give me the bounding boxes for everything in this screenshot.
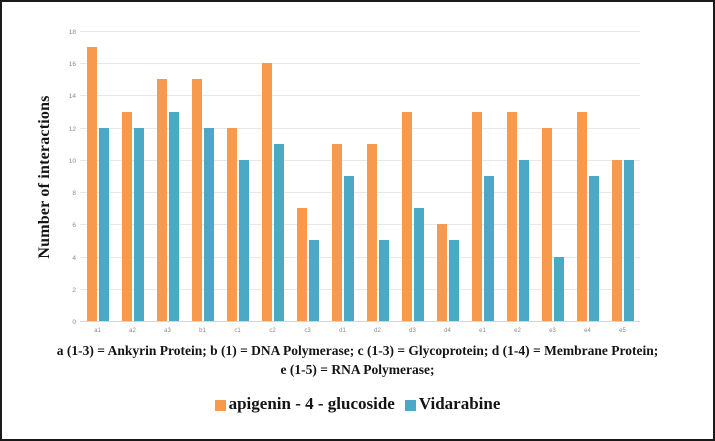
y-tick-label-10: 10 bbox=[68, 157, 76, 165]
bar-e2-apigenin bbox=[506, 111, 517, 321]
bar-e1-vidarabine bbox=[483, 176, 494, 321]
caption-line-1: a (1-3) = Ankyrin Protein; b (1) = DNA P… bbox=[56, 343, 659, 358]
bar-group-c3 bbox=[290, 32, 325, 321]
vidarabine-color-swatch bbox=[404, 399, 416, 411]
bar-group-a1 bbox=[80, 32, 115, 321]
y-tick-label-4: 4 bbox=[72, 254, 76, 262]
x-tick-label-d3: d3 bbox=[409, 328, 416, 334]
bar-e4-vidarabine bbox=[588, 176, 599, 321]
bar-d1-apigenin bbox=[331, 143, 342, 321]
bar-group-e3 bbox=[535, 32, 570, 321]
bar-e5-apigenin bbox=[611, 159, 622, 321]
bar-d3-vidarabine bbox=[413, 208, 424, 321]
bar-group-d4 bbox=[430, 32, 465, 321]
bar-a2-vidarabine bbox=[133, 127, 144, 321]
y-tick-label-12: 12 bbox=[68, 125, 76, 133]
chart-legend: apigenin - 4 - glucoside Vidarabine bbox=[2, 394, 713, 414]
gridline-y-18 bbox=[80, 31, 640, 32]
x-tick-label-b1: b1 bbox=[199, 328, 206, 334]
bar-group-e4 bbox=[570, 32, 605, 321]
bar-c3-vidarabine bbox=[308, 240, 319, 321]
y-tick-label-0: 0 bbox=[72, 319, 76, 326]
figure-caption: a (1-3) = Ankyrin Protein; b (1) = DNA P… bbox=[2, 341, 713, 379]
gridline-y-16 bbox=[80, 63, 640, 65]
bar-b1-vidarabine bbox=[203, 127, 214, 321]
bar-c1-apigenin bbox=[226, 127, 237, 321]
bar-group-a2 bbox=[115, 32, 150, 321]
x-tick-label-c3: c3 bbox=[304, 328, 311, 334]
bar-a3-apigenin bbox=[156, 79, 167, 321]
bar-c2-vidarabine bbox=[273, 143, 284, 321]
bar-e3-vidarabine bbox=[553, 256, 564, 321]
y-tick-label-2: 2 bbox=[72, 286, 76, 294]
bar-d2-vidarabine bbox=[378, 240, 389, 321]
bar-group-d3 bbox=[395, 32, 430, 321]
bar-group-a3 bbox=[150, 32, 185, 321]
legend-label-apigenin: apigenin - 4 - glucoside bbox=[228, 394, 395, 413]
bar-chart-plot-area bbox=[80, 31, 640, 322]
bar-d4-apigenin bbox=[436, 224, 447, 321]
bar-a1-apigenin bbox=[86, 47, 97, 321]
x-tick-label-e1: e1 bbox=[479, 328, 486, 334]
y-tick-label-8: 8 bbox=[72, 190, 76, 198]
bar-d2-apigenin bbox=[366, 143, 377, 321]
bar-group-e5 bbox=[605, 32, 640, 321]
apigenin-color-swatch bbox=[214, 399, 226, 411]
x-tick-label-e5: e5 bbox=[619, 328, 626, 334]
bar-group-c1 bbox=[220, 32, 255, 321]
bar-d1-vidarabine bbox=[343, 176, 354, 321]
x-tick-label-d2: d2 bbox=[374, 328, 381, 334]
gridline-y-8 bbox=[80, 192, 640, 194]
bar-group-c2 bbox=[255, 32, 290, 321]
bar-e5-vidarabine bbox=[623, 159, 634, 321]
bar-a2-apigenin bbox=[121, 111, 132, 321]
bar-e1-apigenin bbox=[471, 111, 482, 321]
x-tick-label-e3: e3 bbox=[549, 328, 556, 334]
bar-group-d2 bbox=[360, 32, 395, 321]
bar-b1-apigenin bbox=[191, 79, 202, 321]
bar-e3-apigenin bbox=[541, 127, 552, 321]
caption-line-2: e (1-5) = RNA Polymerase; bbox=[280, 362, 435, 377]
legend-item-apigenin: apigenin - 4 - glucoside bbox=[214, 394, 395, 414]
x-tick-label-a1: a1 bbox=[94, 328, 101, 334]
bar-e2-vidarabine bbox=[518, 159, 529, 321]
y-tick-label-14: 14 bbox=[68, 93, 76, 101]
bar-c3-apigenin bbox=[296, 208, 307, 321]
x-tick-label-e2: e2 bbox=[514, 328, 521, 334]
y-tick-label-18: 18 bbox=[68, 29, 76, 36]
x-tick-label-a2: a2 bbox=[129, 328, 136, 334]
bar-d3-apigenin bbox=[401, 111, 412, 321]
bar-c1-vidarabine bbox=[238, 159, 249, 321]
legend-item-vidarabine: Vidarabine bbox=[404, 394, 501, 414]
bar-group-e1 bbox=[465, 32, 500, 321]
gridline-y-12 bbox=[80, 127, 640, 129]
gridline-y-6 bbox=[80, 224, 640, 226]
x-axis-tick-labels: a1 a2 a3 b1 c1 c2 c3 d1 d2 d3 d4 e1 e2 e3 e4 e5 bbox=[80, 328, 640, 338]
y-tick-label-6: 6 bbox=[72, 222, 76, 230]
gridline-y-4 bbox=[80, 256, 640, 258]
bar-group-e2 bbox=[500, 32, 535, 321]
x-tick-label-e4: e4 bbox=[584, 328, 591, 334]
x-tick-label-d4: d4 bbox=[444, 328, 451, 334]
x-tick-label-c1: c1 bbox=[234, 328, 241, 334]
bar-d4-vidarabine bbox=[448, 240, 459, 321]
bar-c2-apigenin bbox=[261, 63, 272, 321]
x-tick-label-a3: a3 bbox=[164, 328, 171, 334]
x-tick-label-c2: c2 bbox=[269, 328, 276, 334]
bar-group-d1 bbox=[325, 32, 360, 321]
gridline-y-2 bbox=[80, 288, 640, 290]
y-tick-label-16: 16 bbox=[68, 61, 76, 69]
x-tick-label-d1: d1 bbox=[339, 328, 346, 334]
legend-label-vidarabine: Vidarabine bbox=[418, 394, 501, 413]
bar-a1-vidarabine bbox=[98, 127, 109, 321]
y-axis-tick-labels: 0 2 4 6 8 10 12 14 16 18 bbox=[42, 29, 76, 326]
bar-group-b1 bbox=[185, 32, 220, 321]
gridline-y-10 bbox=[80, 159, 640, 161]
bar-a3-vidarabine bbox=[168, 111, 179, 321]
gridline-y-14 bbox=[80, 95, 640, 97]
bar-e4-apigenin bbox=[576, 111, 587, 321]
